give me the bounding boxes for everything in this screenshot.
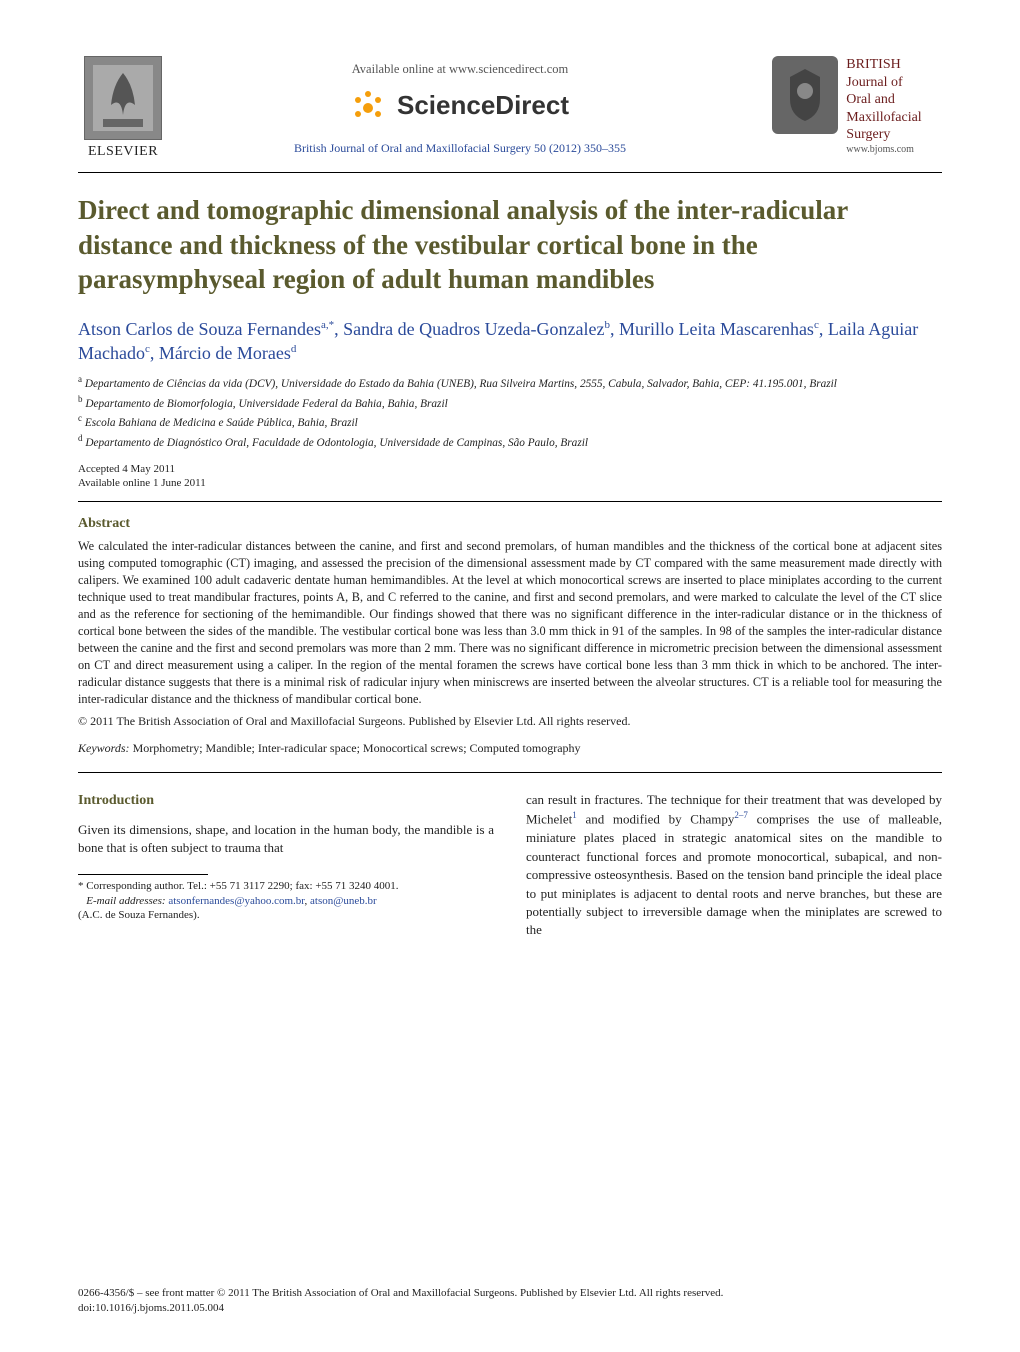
author-5: , Márcio de Moraes xyxy=(150,343,291,363)
elsevier-tree-icon xyxy=(84,56,162,140)
elsevier-label: ELSEVIER xyxy=(88,144,158,160)
footnote-rule xyxy=(78,874,208,875)
author-3: , Murillo Leita Mascarenhas xyxy=(610,319,814,339)
journal-brand-5: Surgery xyxy=(846,126,921,144)
right-column: can result in fractures. The technique f… xyxy=(526,791,942,940)
abstract-body: We calculated the inter-radicular distan… xyxy=(78,538,942,708)
intro-left-para: Given its dimensions, shape, and locatio… xyxy=(78,821,494,858)
elsevier-block: ELSEVIER xyxy=(78,56,168,160)
left-column: Introduction Given its dimensions, shape… xyxy=(78,791,494,940)
keywords-line: Keywords: Morphometry; Mandible; Inter-r… xyxy=(78,741,942,756)
right-para-2: and modified by Champy xyxy=(577,812,735,827)
journal-citation: British Journal of Oral and Maxillofacia… xyxy=(294,141,626,156)
author-1: Atson Carlos de Souza Fernandes xyxy=(78,319,321,339)
affil-b: b Departamento de Biomorfologia, Univers… xyxy=(78,393,942,413)
journal-brand-4: Maxillofacial xyxy=(846,109,921,127)
author-paren: (A.C. de Souza Fernandes). xyxy=(78,908,494,923)
header-center: Available online at www.sciencedirect.co… xyxy=(168,56,752,156)
doi-line: doi:10.1016/j.bjoms.2011.05.004 xyxy=(78,1301,942,1316)
corr-author-line: * Corresponding author. Tel.: +55 71 311… xyxy=(78,879,494,894)
sciencedirect-label: ScienceDirect xyxy=(397,90,569,121)
sciencedirect-row: ScienceDirect xyxy=(351,87,569,123)
affil-c-text: Escola Bahiana de Medicina e Saúde Públi… xyxy=(85,417,358,429)
corresponding-footnote: * Corresponding author. Tel.: +55 71 311… xyxy=(78,879,494,924)
accepted-date: Accepted 4 May 2011 xyxy=(78,462,942,477)
intro-right-para: can result in fractures. The technique f… xyxy=(526,791,942,940)
affil-d: d Departamento de Diagnóstico Oral, Facu… xyxy=(78,432,942,452)
author-1-sup: a,* xyxy=(321,319,334,331)
ref-2[interactable]: 2–7 xyxy=(734,810,748,820)
journal-url: www.bjoms.com xyxy=(846,144,921,155)
journal-brand-1: BRITISH xyxy=(846,56,921,74)
author-2: , Sandra de Quadros Uzeda-Gonzalez xyxy=(334,319,604,339)
article-dates: Accepted 4 May 2011 Available online 1 J… xyxy=(78,462,942,492)
affil-c: c Escola Bahiana de Medicina e Saúde Púb… xyxy=(78,412,942,432)
intro-columns: Introduction Given its dimensions, shape… xyxy=(78,791,942,940)
affil-d-text: Departamento de Diagnóstico Oral, Faculd… xyxy=(85,437,588,449)
journal-brand-3: Oral and xyxy=(846,91,921,109)
right-para-3: comprises the use of malleable, miniatur… xyxy=(526,812,942,938)
page-footer: 0266-4356/$ – see front matter © 2011 Th… xyxy=(78,1286,942,1316)
journal-block: BRITISH Journal of Oral and Maxillofacia… xyxy=(752,56,942,155)
affil-b-text: Departamento de Biomorfologia, Universid… xyxy=(85,398,447,410)
email-2-link[interactable]: atson@uneb.br xyxy=(310,895,377,907)
affil-a-text: Departamento de Ciências da vida (DCV), … xyxy=(85,378,837,390)
online-date: Available online 1 June 2011 xyxy=(78,476,942,491)
sciencedirect-icon xyxy=(351,87,387,123)
available-online-text: Available online at www.sciencedirect.co… xyxy=(352,62,569,77)
affil-a: a Departamento de Ciências da vida (DCV)… xyxy=(78,373,942,393)
author-5-sup: d xyxy=(291,343,297,355)
abstract-bottom-rule xyxy=(78,772,942,773)
article-title: Direct and tomographic dimensional analy… xyxy=(78,193,942,297)
authors-line: Atson Carlos de Souza Fernandesa,*, Sand… xyxy=(78,317,942,366)
intro-heading: Introduction xyxy=(78,791,494,811)
journal-crest-icon xyxy=(772,56,838,134)
email-line: E-mail addresses: atsonfernandes@yahoo.c… xyxy=(78,894,494,909)
email-label: E-mail addresses: xyxy=(86,895,165,907)
keywords-text: Morphometry; Mandible; Inter-radicular s… xyxy=(130,741,581,755)
affiliations: a Departamento de Ciências da vida (DCV)… xyxy=(78,373,942,451)
abstract-top-rule xyxy=(78,501,942,502)
page-header: ELSEVIER Available online at www.science… xyxy=(78,56,942,160)
abstract-heading: Abstract xyxy=(78,516,942,532)
header-rule xyxy=(78,172,942,173)
abstract-copyright: © 2011 The British Association of Oral a… xyxy=(78,714,942,729)
email-1-link[interactable]: atsonfernandes@yahoo.com.br xyxy=(168,895,304,907)
journal-brand-2: Journal of xyxy=(846,74,921,92)
front-matter-line: 0266-4356/$ – see front matter © 2011 Th… xyxy=(78,1286,942,1301)
keywords-label: Keywords: xyxy=(78,741,130,755)
